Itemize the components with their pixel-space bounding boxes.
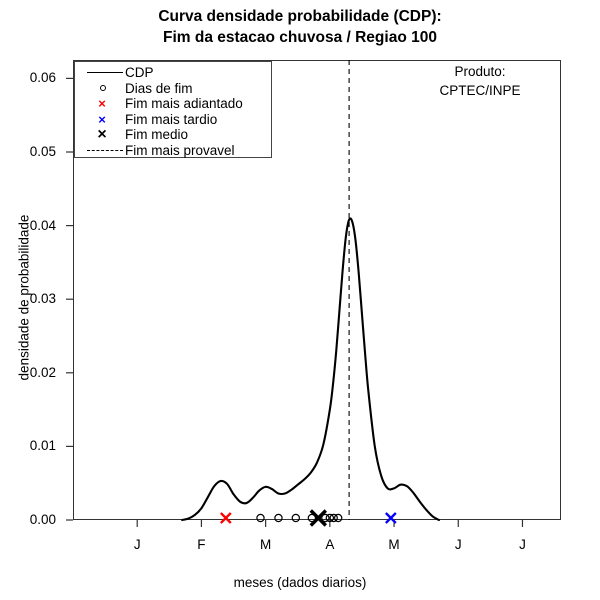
legend-item: Fim mais provavel	[75, 143, 273, 159]
legend-item: × Fim mais tardio	[75, 112, 273, 128]
x-axis-tick-label: M	[388, 537, 400, 552]
legend: CDP Dias de fim × Fim mais adiantado × Fim ma…	[74, 61, 272, 158]
legend-item-label: Fim mais adiantado	[125, 96, 243, 111]
legend-dashed-line-icon	[79, 143, 125, 159]
mean-end-marker	[309, 509, 327, 527]
legend-line-icon	[79, 65, 125, 81]
cdp-curve	[181, 217, 441, 522]
circle-swatch	[100, 85, 106, 91]
y-axis-tick-label: 0.01	[29, 438, 56, 454]
line-swatch	[87, 72, 123, 73]
end-day-marker	[329, 513, 338, 523]
latest-end-marker-stroke	[385, 512, 397, 524]
legend-item-label: CDP	[125, 65, 154, 80]
x-axis-tick-label: J	[519, 537, 526, 552]
y-axis-tick-label: 0.06	[29, 70, 56, 86]
mean-end-marker-stroke	[309, 509, 327, 527]
earliest-end-marker	[220, 512, 232, 524]
legend-item-label: Fim mais tardio	[125, 111, 218, 127]
end-day-marker	[333, 513, 343, 523]
y-axis-tick-labels: 0.00 0.01 0.02 0.03 0.04 0.05 0.06	[0, 0, 56, 600]
producer-note: Produto: CPTEC/INPE	[400, 62, 560, 100]
x-axis-tick-label: M	[260, 537, 272, 552]
legend-item: × Fim mais adiantado	[75, 96, 273, 112]
x-axis-tick-label: F	[197, 537, 206, 552]
chart-title-line-2: Fim da estacao chuvosa / Regiao 100	[163, 29, 437, 46]
end-day-marker	[307, 513, 317, 523]
end-day-marker	[291, 513, 301, 523]
x-axis-tick-label: J	[454, 537, 462, 552]
producer-note-line-2: CPTEC/INPE	[439, 83, 521, 98]
chart-title-line-1: Curva densidade probabilidade (CDP):	[158, 8, 442, 25]
legend-item: CDP	[75, 65, 273, 81]
end-day-marker	[325, 513, 335, 523]
legend-x-icon: ×	[97, 126, 107, 143]
x-axis-tick-label: A	[325, 537, 335, 552]
dashed-line-swatch	[87, 149, 123, 151]
end-day-marker	[321, 513, 330, 523]
y-axis-tick-label: 0.03	[29, 291, 56, 307]
legend-item-label: Fim medio	[125, 127, 189, 142]
x-axis-title: meses (dados diarios)	[233, 575, 367, 590]
producer-note-line-1: Produto:	[454, 64, 506, 79]
legend-x-icon: ×	[98, 111, 106, 127]
legend-circle-icon	[79, 81, 125, 97]
chart-title: Curva densidade probabilidade (CDP): Fim…	[0, 6, 600, 48]
legend-item: Dias de fim	[75, 81, 273, 97]
end-day-marker	[274, 513, 283, 523]
legend-x-icon: ×	[98, 96, 106, 111]
y-axis-tick-label: 0.02	[29, 364, 56, 380]
legend-item: × Fim medio	[75, 127, 273, 143]
legend-item-label: Dias de fim	[125, 80, 193, 96]
latest-end-marker	[385, 512, 397, 524]
earliest-end-marker-stroke	[220, 512, 232, 524]
legend-item-label: Fim mais provavel	[125, 142, 235, 158]
x-axis-tick-label: J	[133, 537, 141, 552]
y-axis-tick-label: 0.04	[29, 217, 56, 233]
y-axis-tick-label: 0.00	[29, 512, 56, 527]
y-axis-tick-label: 0.05	[29, 144, 56, 159]
end-day-marker	[256, 513, 265, 523]
